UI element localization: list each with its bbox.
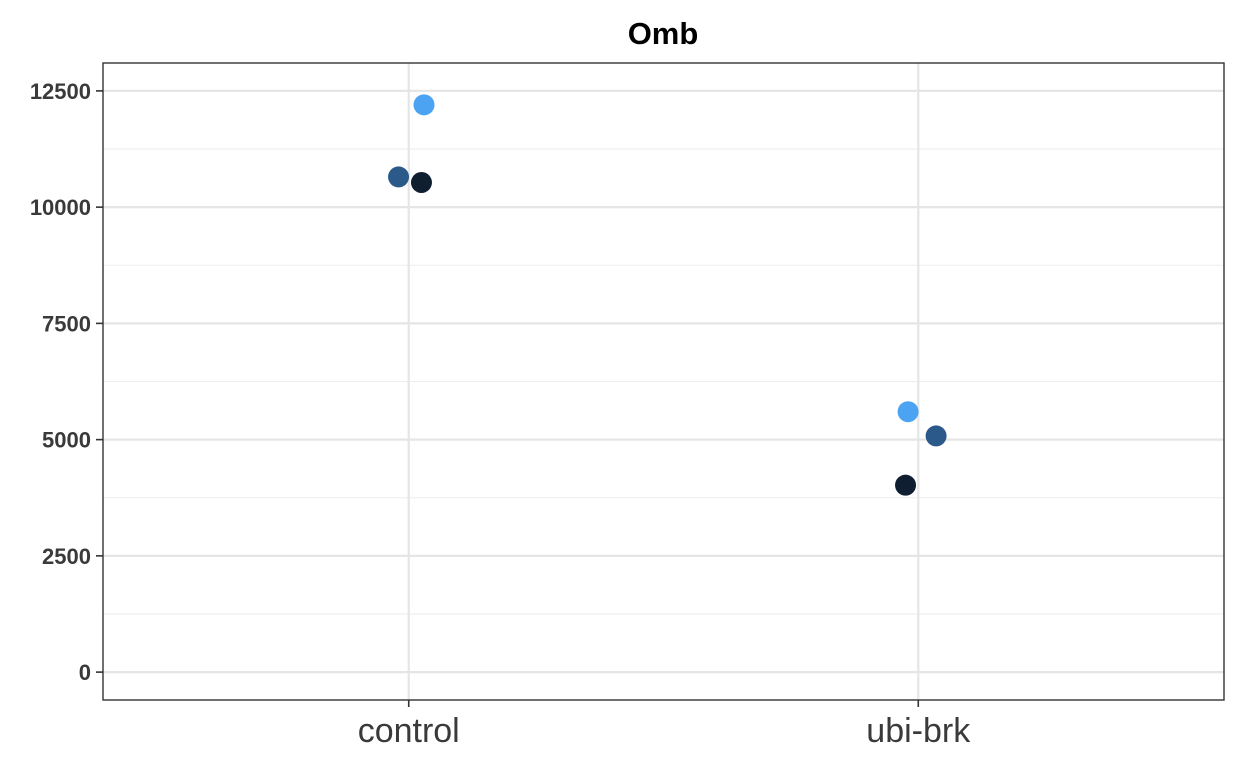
y-tick-label: 7500: [42, 311, 91, 336]
data-point: [895, 474, 917, 496]
data-points: [388, 94, 947, 496]
plot-panel-border: [102, 62, 1225, 701]
y-tick-label: 10000: [30, 195, 91, 220]
data-point: [413, 94, 435, 116]
y-tick-label: 12500: [30, 79, 91, 104]
y-tick-label: 0: [79, 660, 91, 685]
y-tick-label: 5000: [42, 428, 91, 453]
x-tick-label: ubi-brk: [866, 712, 971, 750]
data-point: [897, 401, 919, 423]
y-axis-tick-labels: 0 2500 5000 7500 10000 12500: [30, 79, 91, 685]
axis-ticks: [96, 90, 920, 707]
x-axis-tick-labels: control ubi-brk: [358, 712, 972, 750]
y-tick-label: 2500: [42, 544, 91, 569]
data-point: [925, 425, 947, 447]
data-point: [388, 166, 410, 188]
chart-title: Omb: [628, 16, 699, 51]
data-point: [410, 171, 432, 193]
grid-lines: [103, 63, 1224, 700]
x-tick-label: control: [358, 712, 460, 750]
